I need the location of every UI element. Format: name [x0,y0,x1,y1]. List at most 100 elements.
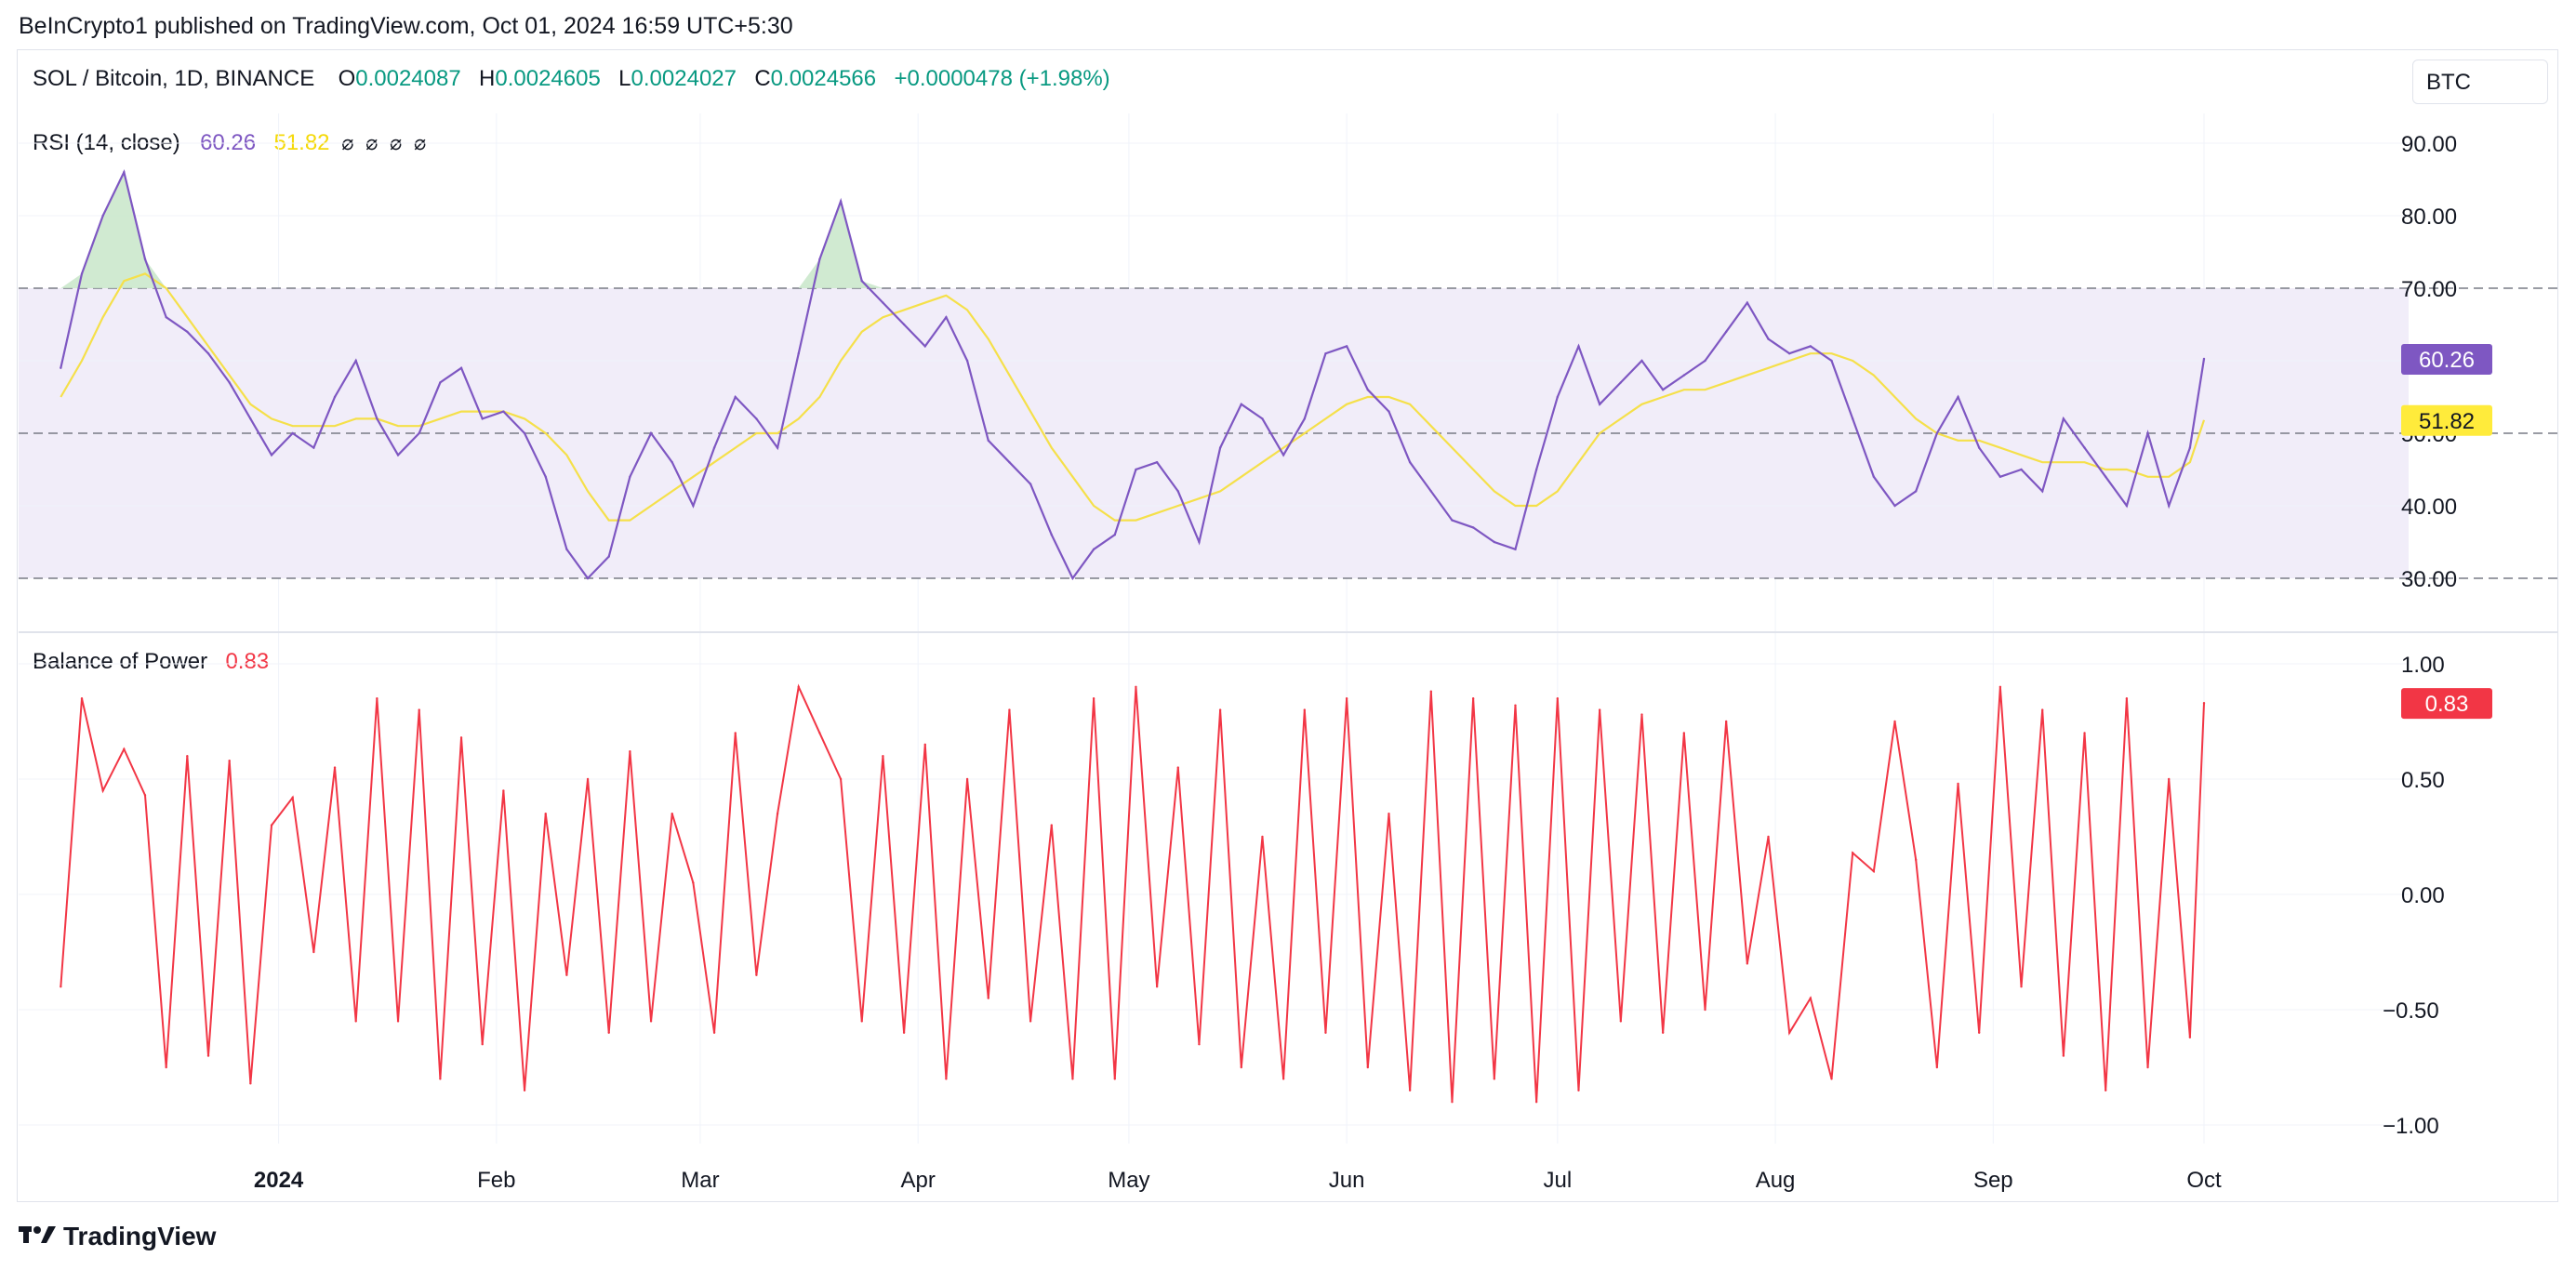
rsi-point [2020,468,2023,471]
rsi-point [291,431,294,435]
bop-axis-tick: −1.00 [2383,1114,2439,1139]
rsi-point [860,280,863,283]
bop-point [839,777,843,781]
bop-point [1155,986,1159,988]
bop-point [692,881,695,884]
rsi-point [839,200,843,203]
symbol-header: SOL / Bitcoin, 1D, BINANCE O0.0024087 H 0… [33,66,1110,92]
bop-legend[interactable]: Balance of Power 0.83 [33,649,269,675]
bop-point [418,708,420,711]
rsi-axis-tick: 90.00 [2401,132,2457,157]
bop-point [629,750,631,753]
bop-point [1957,782,1959,786]
rsi-point [692,504,695,508]
time-axis-label: Apr [901,1168,936,1193]
tradingview-footer[interactable]: TradingView [19,1222,216,1251]
rsi-point [502,410,505,413]
bop-point [649,1020,653,1023]
rsi-point [923,345,926,348]
bop-point [734,732,737,734]
open-value: 0.0024087 [355,66,461,91]
rsi-point [544,475,547,478]
bop-point [1471,697,1475,700]
bop-label: Balance of Power [33,649,208,674]
rsi-point [586,576,590,580]
rsi-point [965,359,969,363]
rsi-point [1640,359,1643,363]
symbol-title[interactable]: SOL / Bitcoin, 1D, BINANCE [33,66,315,91]
rsi-point [1830,359,1833,363]
bop-point [607,1031,610,1035]
rsi-point [2125,504,2129,508]
rsi-point [459,366,463,369]
bop-point [965,777,969,781]
rsi-overbought-fill [60,172,2204,288]
rsi-point [1451,519,1454,522]
bop-axis-tick: −0.50 [2383,999,2439,1024]
bop-point [1534,1101,1538,1104]
price-axes[interactable]: 90.0080.0070.0060.0050.0040.0030.001.000… [2383,132,2492,1139]
rsi-point [945,316,948,319]
rsi-point [481,417,484,420]
bop-point [1556,697,1560,700]
bop-axis-tick: 0.00 [2401,883,2445,908]
bop-point [1050,824,1053,827]
high-label: H [479,66,496,91]
rsi-point [1408,461,1412,464]
rsi-point [1303,417,1306,420]
rsi-point [418,431,420,435]
bop-point [1366,1065,1370,1069]
rsi-point [2105,475,2107,478]
rsi-point [1704,359,1706,363]
bop-point [165,1065,167,1069]
rsi-point [80,272,84,275]
rsi-point [333,395,337,399]
bop-point [2105,1089,2107,1092]
bop-point [270,824,273,827]
rsi-point [354,359,357,363]
rsi-pane[interactable] [19,142,2557,633]
bop-point [1787,1031,1791,1035]
rsi-point [1029,483,1032,485]
bop-point [312,950,315,954]
bop-point [2041,708,2044,711]
rsi-point [1809,345,1812,348]
bop-point [1682,732,1686,734]
tradingview-brand: TradingView [63,1222,217,1250]
rsi-ma-badge: 51.82 [2401,404,2492,436]
bop-point [101,789,104,792]
close-value: 0.0024566 [770,66,877,91]
rsi-point [1682,374,1686,377]
bop-point [1619,1020,1623,1023]
rsi-point [1092,548,1095,550]
rsi-point [776,446,779,449]
close-label: C [754,66,771,91]
bop-point [459,736,463,739]
open-label: O [338,66,356,91]
bop-point [1451,1101,1454,1104]
bop-point [818,732,821,734]
rsi-point [1872,475,1876,478]
bop-point [523,1089,526,1092]
rsi-point [1998,475,2002,478]
bop-point [1092,697,1095,700]
bop-point [987,997,989,999]
rsi-point [987,439,989,442]
time-axis[interactable]: 2024 Feb Mar Apr May Jun Jul Aug Sep Oct [254,113,2222,1193]
rsi-point [1851,417,1854,420]
rsi-point [249,417,252,420]
bop-point [228,759,231,762]
currency-button[interactable]: BTC [2412,60,2548,104]
rsi-point [1471,526,1475,529]
rsi-point [1155,461,1159,464]
bop-point [1998,685,2002,688]
rsi-point [882,301,884,304]
rsi-point [143,258,147,260]
rsi-point [565,548,568,550]
rsi-point [1240,403,1242,405]
bop-point [60,986,62,988]
rsi-point [607,555,610,558]
bop-pane[interactable] [19,663,2409,1126]
rsi-point [1429,490,1433,493]
